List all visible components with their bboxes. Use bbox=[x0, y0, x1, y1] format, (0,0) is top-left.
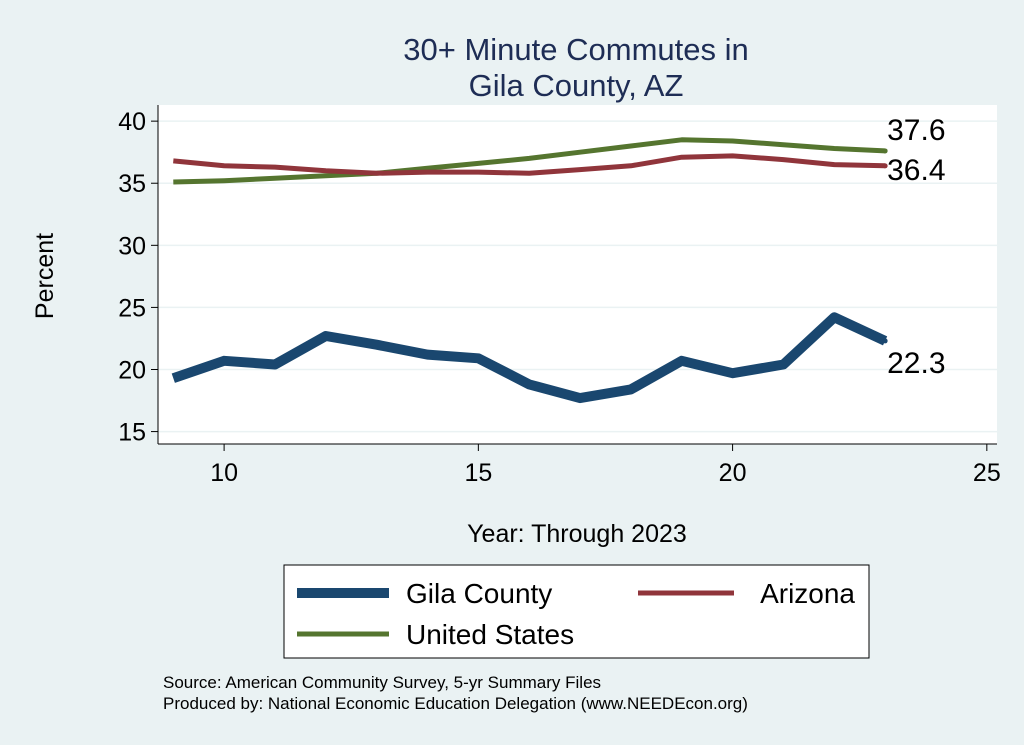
x-tick-label: 25 bbox=[973, 459, 1001, 487]
y-tick-label: 40 bbox=[118, 108, 146, 136]
end-label-arizona: 36.4 bbox=[887, 154, 945, 187]
y-tick-label: 15 bbox=[118, 419, 146, 447]
y-axis-label: Percent bbox=[31, 233, 59, 319]
end-marker-arizona bbox=[882, 163, 888, 169]
legend-label-arizona: Arizona bbox=[760, 578, 855, 609]
end-label-united-states: 37.6 bbox=[887, 114, 945, 147]
legend-label-gila-county: Gila County bbox=[406, 578, 552, 609]
y-tick-label: 25 bbox=[118, 294, 146, 322]
x-axis-label: Year: Through 2023 bbox=[467, 520, 687, 548]
legend-box bbox=[283, 564, 870, 659]
y-tick-label: 20 bbox=[118, 356, 146, 384]
end-label-gila-county: 22.3 bbox=[887, 347, 945, 380]
x-tick-label: 20 bbox=[719, 459, 747, 487]
plot-area bbox=[158, 105, 997, 444]
series-line-gila-county bbox=[171, 312, 888, 404]
chart-title-line-2: Gila County, AZ bbox=[469, 68, 684, 103]
x-tick-label: 15 bbox=[464, 459, 492, 487]
end-marker-gila-county bbox=[882, 338, 888, 344]
legend: Gila County Arizona United States bbox=[283, 564, 870, 659]
end-marker-united-states bbox=[882, 148, 888, 154]
y-tick-label: 35 bbox=[118, 170, 146, 198]
producer-note: Produced by: National Economic Education… bbox=[163, 694, 748, 713]
source-note: Source: American Community Survey, 5-yr … bbox=[163, 673, 601, 692]
series-line-united-states bbox=[173, 137, 886, 185]
gridlines bbox=[158, 120, 997, 433]
series-lines bbox=[171, 137, 888, 404]
legend-label-united-states: United States bbox=[406, 619, 574, 650]
y-tick-label: 30 bbox=[118, 232, 146, 260]
series-line-arizona bbox=[173, 153, 886, 176]
chart-title-line-1: 30+ Minute Commutes in bbox=[403, 32, 748, 67]
end-labels: 37.6 36.4 22.3 bbox=[887, 114, 945, 380]
x-tick-label: 10 bbox=[210, 459, 238, 487]
axes: 15 20 25 30 35 40 10 15 20 25 bbox=[118, 105, 1001, 487]
